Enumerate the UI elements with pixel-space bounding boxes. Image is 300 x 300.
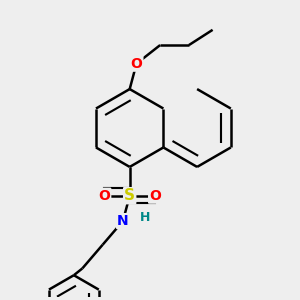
Text: N: N — [117, 214, 129, 228]
Text: O: O — [130, 57, 142, 71]
Text: O: O — [98, 189, 110, 203]
Text: O: O — [149, 189, 161, 203]
Text: S: S — [124, 188, 135, 203]
Text: H: H — [140, 211, 150, 224]
